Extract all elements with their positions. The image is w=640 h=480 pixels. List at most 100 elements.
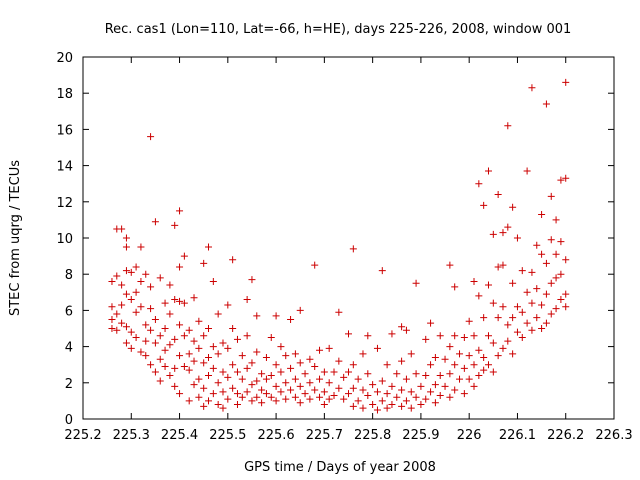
data-point xyxy=(460,364,468,372)
data-point xyxy=(219,339,227,347)
data-point xyxy=(398,402,406,410)
data-point xyxy=(369,401,377,409)
data-point xyxy=(233,368,241,376)
data-point xyxy=(296,359,304,367)
data-point xyxy=(200,402,208,410)
data-point xyxy=(557,296,565,304)
data-point xyxy=(499,344,507,352)
data-point xyxy=(494,352,502,360)
data-point xyxy=(446,370,454,378)
data-point xyxy=(441,382,449,390)
data-point xyxy=(484,361,492,369)
data-point xyxy=(306,379,314,387)
data-point xyxy=(402,375,410,383)
data-point xyxy=(431,353,439,361)
y-tick-label: 2 xyxy=(65,377,73,392)
data-point xyxy=(523,288,531,296)
data-point xyxy=(349,361,357,369)
data-point xyxy=(412,279,420,287)
data-point xyxy=(484,281,492,289)
data-point xyxy=(233,335,241,343)
data-point xyxy=(176,352,184,360)
data-point xyxy=(316,346,324,354)
data-point xyxy=(484,332,492,340)
data-point xyxy=(533,285,541,293)
data-point xyxy=(504,122,512,130)
data-point xyxy=(494,314,502,322)
data-point xyxy=(345,330,352,338)
data-point xyxy=(509,314,517,322)
data-point xyxy=(528,268,536,276)
data-point xyxy=(238,352,246,360)
data-point xyxy=(562,256,570,264)
data-point xyxy=(349,245,357,253)
x-tick-label: 225.3 xyxy=(113,428,150,443)
data-point xyxy=(460,390,468,398)
data-point xyxy=(219,388,227,396)
data-point xyxy=(277,388,285,396)
data-point xyxy=(465,352,473,360)
data-point xyxy=(205,397,213,405)
data-point xyxy=(451,361,459,369)
data-point xyxy=(127,328,135,336)
data-point xyxy=(398,323,406,331)
data-point xyxy=(209,390,217,398)
data-point xyxy=(475,292,483,300)
data-point xyxy=(132,288,140,296)
data-point xyxy=(137,303,145,311)
data-point xyxy=(147,283,155,291)
data-point xyxy=(340,395,348,403)
data-point xyxy=(431,381,439,389)
data-point xyxy=(180,332,188,340)
data-point xyxy=(233,401,241,409)
data-point xyxy=(171,382,179,390)
data-point xyxy=(262,390,270,398)
data-point xyxy=(470,332,478,340)
data-point xyxy=(282,395,290,403)
data-point xyxy=(499,303,507,311)
axis-ticks: 225.2 225.3 225.4 225.5 225.6 225.7 225.8 225.9… xyxy=(56,51,632,443)
data-point xyxy=(113,310,121,318)
data-point xyxy=(364,332,372,340)
data-point xyxy=(122,290,130,298)
data-point xyxy=(108,325,116,332)
data-point xyxy=(359,350,367,358)
data-point xyxy=(147,133,155,141)
data-point xyxy=(547,192,555,200)
data-point xyxy=(349,402,357,410)
data-point xyxy=(364,370,372,378)
data-point xyxy=(538,301,546,309)
data-point xyxy=(248,359,256,367)
data-point xyxy=(441,355,449,363)
data-point xyxy=(122,339,130,347)
data-point xyxy=(436,372,444,380)
data-point xyxy=(330,391,338,399)
data-point xyxy=(267,393,275,401)
data-point xyxy=(248,381,256,389)
data-point xyxy=(378,377,386,385)
data-point xyxy=(523,167,531,175)
data-point xyxy=(147,326,155,334)
data-point xyxy=(272,397,280,405)
data-point xyxy=(161,346,169,354)
y-tick-label: 18 xyxy=(56,87,73,102)
data-point xyxy=(383,390,391,398)
data-point xyxy=(557,176,565,184)
data-point xyxy=(436,391,444,399)
x-tick-label: 225.4 xyxy=(161,428,198,443)
data-point xyxy=(132,334,140,342)
data-point xyxy=(359,386,367,394)
data-point xyxy=(272,361,280,369)
data-point xyxy=(229,361,237,369)
data-point xyxy=(475,180,483,188)
data-point xyxy=(306,395,314,403)
data-point xyxy=(156,355,164,363)
data-point xyxy=(547,279,555,287)
data-point xyxy=(161,363,169,371)
data-point xyxy=(345,368,352,376)
data-point xyxy=(253,312,261,320)
data-point xyxy=(446,393,454,401)
data-point xyxy=(190,337,198,345)
data-point xyxy=(470,361,478,369)
x-tick-label: 226.3 xyxy=(595,428,632,443)
